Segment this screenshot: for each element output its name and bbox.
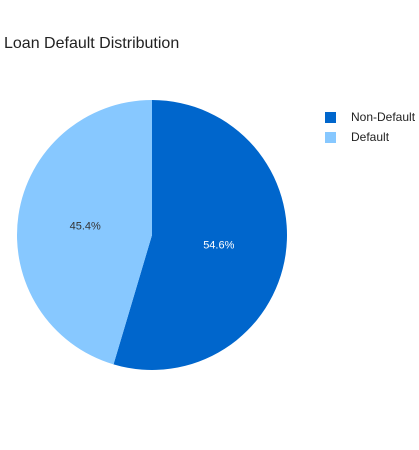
slice-label-default: 45.4%: [70, 220, 101, 232]
legend-swatch-non-default: [325, 111, 336, 123]
legend-label-default: Default: [351, 130, 390, 144]
pie-slice-default: [16, 100, 153, 365]
legend-label-non-default: Non-Default: [351, 110, 416, 124]
chart-title: Loan Default Distribution: [4, 35, 180, 52]
pie-slice-non-default: [113, 100, 287, 370]
legend-item-default: Default: [325, 127, 415, 147]
slice-label-non-default: 54.6%: [203, 240, 234, 252]
legend: Non-Default Default: [325, 107, 415, 147]
legend-item-non-default: Non-Default: [325, 107, 415, 127]
legend-swatch-default: [325, 131, 336, 143]
